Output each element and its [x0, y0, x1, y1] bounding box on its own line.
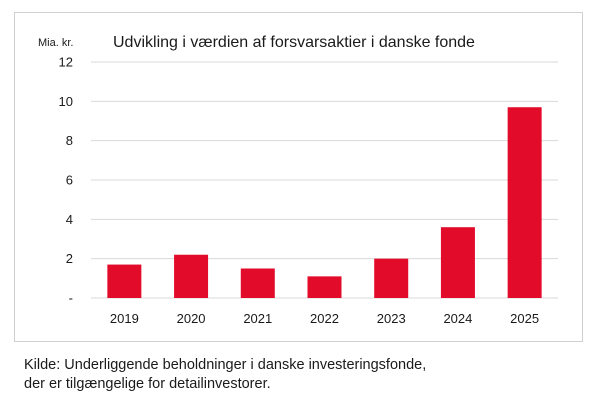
y-tick-label: 4	[66, 212, 73, 227]
x-tick-label: 2021	[243, 311, 272, 326]
y-tick-label: -	[69, 291, 73, 306]
x-tick-label: 2020	[177, 311, 206, 326]
y-tick-label: 6	[66, 173, 73, 188]
source-note: Kilde: Underliggende beholdninger i dans…	[24, 356, 584, 394]
chart-title: Udvikling i værdien af forsvarsaktier i …	[113, 34, 475, 51]
gridlines	[91, 61, 558, 299]
bar-2024	[440, 227, 475, 298]
bar-2019	[107, 264, 142, 298]
bar-2023	[374, 258, 409, 298]
bar-2020	[174, 254, 209, 298]
y-tick-label: 10	[59, 94, 73, 109]
x-tick-label: 2023	[377, 311, 406, 326]
y-axis-ticks: - 2 4 6 8 10 12	[59, 55, 73, 306]
source-note-line-2: der er tilgængelige for detailinvestorer…	[24, 376, 271, 392]
y-tick-label: 2	[66, 251, 73, 266]
bar-chart: Mia. kr. Udvikling i værdien af forsvars…	[38, 34, 558, 326]
x-tick-label: 2019	[110, 311, 139, 326]
y-tick-label: 8	[66, 133, 73, 148]
x-axis-ticks: 2019 2020 2021 2022 2023 2024 2025	[110, 311, 539, 326]
y-tick-label: 12	[59, 55, 73, 70]
x-tick-label: 2022	[310, 311, 339, 326]
x-tick-label: 2025	[510, 311, 539, 326]
source-note-line-1: Kilde: Underliggende beholdninger i dans…	[24, 357, 427, 373]
chart-frame: Mia. kr. Udvikling i værdien af forsvars…	[14, 12, 583, 342]
bars	[107, 107, 542, 298]
y-axis-unit-label: Mia. kr.	[38, 37, 73, 49]
bar-2022	[307, 276, 342, 298]
x-tick-label: 2024	[443, 311, 472, 326]
bar-2021	[240, 268, 275, 298]
bar-2025	[507, 107, 542, 298]
